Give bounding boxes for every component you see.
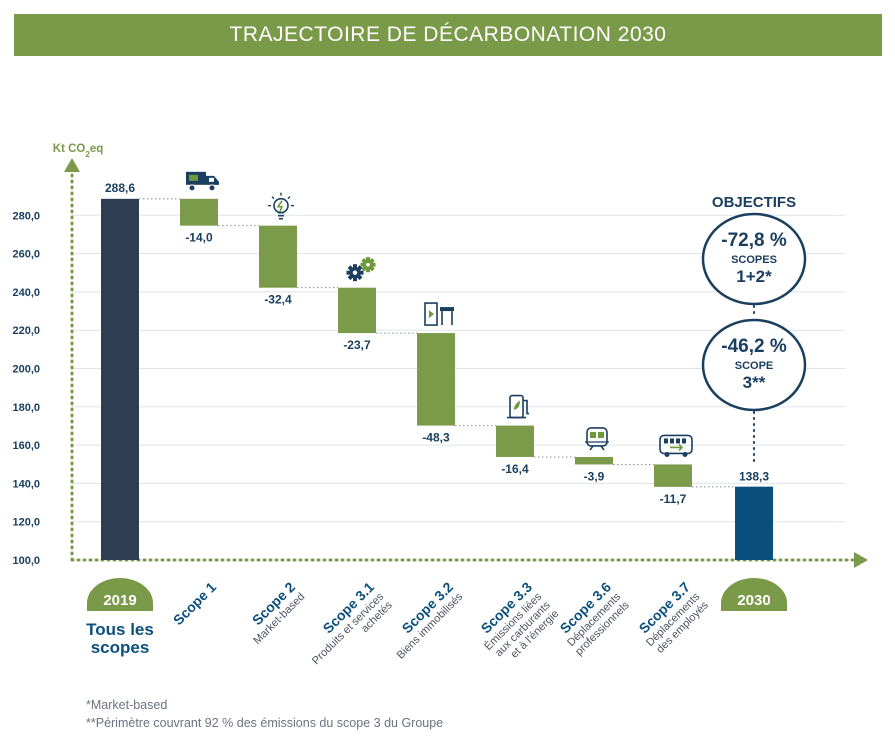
objective-scopes12-line1: SCOPES	[731, 254, 777, 266]
year-pill-2030	[721, 578, 787, 611]
objective-scope3	[701, 318, 807, 412]
data-label-step: -11,7	[660, 492, 687, 506]
year-pill-2019	[87, 578, 153, 611]
footnote-market-based: *Market-based	[86, 698, 168, 712]
bar-step	[338, 287, 376, 334]
fuel-pump-icon	[507, 394, 529, 419]
caption-2019-line2: scopes	[91, 638, 150, 657]
bar-step	[654, 464, 692, 487]
objective-scopes12	[701, 212, 807, 306]
y-tick-label: 240,0	[12, 287, 40, 299]
year-pill-2019-label: 2019	[103, 592, 136, 609]
chart-title: TRAJECTOIRE DE DÉCARBONATION 2030	[14, 14, 882, 56]
bar-step	[259, 225, 297, 288]
kiosk-icon	[424, 302, 454, 326]
data-label-2019: 288,6	[105, 181, 135, 195]
y-tick-label: 200,0	[12, 364, 40, 376]
data-label-step: -48,3	[422, 431, 450, 445]
data-label-step: -23,7	[343, 338, 371, 352]
truck-icon	[186, 171, 219, 192]
y-axis-arrow-icon	[64, 158, 80, 172]
data-label-step: -32,4	[264, 293, 292, 307]
data-label-step: -3,9	[584, 469, 605, 483]
objective-scopes12-line2: 1+2*	[736, 267, 772, 286]
objective-scopes12-value: -72,8 %	[721, 230, 787, 251]
objective-scope3-line2: 3**	[743, 373, 766, 392]
y-tick-label: 100,0	[12, 555, 40, 567]
y-tick-label: 280,0	[12, 210, 40, 222]
data-label-step: -16,4	[501, 462, 529, 476]
bar-2030	[735, 486, 773, 560]
year-pill-2030-label: 2030	[737, 592, 770, 609]
bar-step	[180, 198, 218, 226]
y-tick-label: 140,0	[12, 478, 40, 490]
x-axis-arrow-icon	[854, 552, 868, 568]
y-axis-label: Kt CO2eq	[53, 143, 103, 159]
data-label-2030: 138,3	[739, 470, 769, 484]
objectives-heading: OBJECTIFS	[712, 194, 796, 211]
caption-2019-line1: Tous les	[86, 620, 154, 639]
y-tick-label: 160,0	[12, 440, 40, 452]
bar-step	[575, 456, 613, 465]
bar-step	[417, 333, 455, 426]
lightbulb-icon	[268, 192, 294, 220]
bar-step	[496, 425, 534, 457]
objective-scope3-line1: SCOPE	[735, 360, 774, 372]
category-label: Scope 1	[170, 579, 219, 628]
bus-icon	[659, 434, 693, 457]
y-tick-label: 220,0	[12, 325, 40, 337]
gears-icon	[346, 257, 376, 282]
bar-2019	[101, 198, 139, 560]
train-icon	[585, 427, 609, 451]
y-tick-label: 180,0	[12, 402, 40, 414]
footnote-scope3-perimeter: **Périmètre couvrant 92 % des émissions …	[86, 716, 444, 730]
y-tick-label: 260,0	[12, 249, 40, 261]
objective-scope3-value: -46,2 %	[721, 336, 787, 357]
data-label-step: -14,0	[185, 231, 213, 245]
y-tick-label: 120,0	[12, 517, 40, 529]
category-title: Scope 1	[170, 579, 219, 628]
